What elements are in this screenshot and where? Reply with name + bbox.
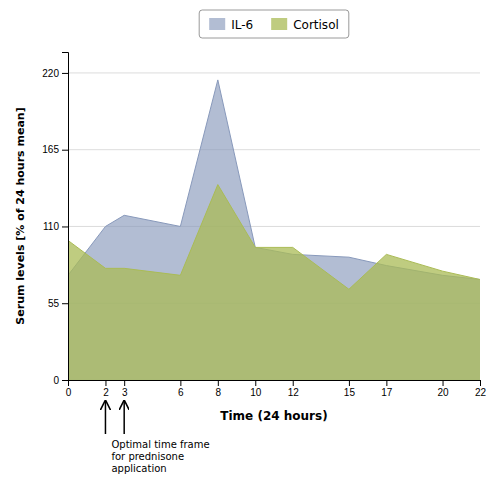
- annotation-text: Optimal time framefor prednisoneapplicat…: [111, 439, 209, 474]
- tick-mark: [293, 380, 294, 386]
- x-axis: 0 2 3 6 8 10 12 15 17 20 22: [66, 380, 487, 398]
- axis-line: [69, 381, 481, 387]
- tick: 6: [178, 380, 184, 398]
- tick-label: 22: [475, 387, 487, 398]
- tick-label: 15: [344, 387, 356, 398]
- tick: 165: [42, 144, 68, 155]
- tick: 22: [475, 380, 487, 398]
- legend-item: Cortisol: [271, 18, 339, 32]
- tick-label: 12: [288, 387, 300, 398]
- tick: 0: [53, 375, 68, 386]
- tick-mark: [443, 380, 444, 386]
- y-axis-title: Serum levels [% of 24 hours mean]: [14, 107, 27, 324]
- axis-line: [62, 53, 69, 381]
- x-axis-title: Time (24 hours): [220, 409, 327, 423]
- legend-swatch: [209, 18, 225, 30]
- legend-label: Cortisol: [293, 18, 339, 32]
- tick-mark: [62, 150, 68, 151]
- marks: [68, 80, 480, 380]
- tick-mark: [218, 380, 219, 386]
- plot: 02368101215172022055110165220Time (24 ho…: [14, 53, 486, 475]
- legend-frame: [199, 10, 349, 38]
- annotation-line: application: [111, 463, 166, 474]
- tick-mark: [480, 380, 481, 386]
- annotation-line: Optimal time frame: [111, 439, 209, 450]
- tick: 220: [42, 68, 68, 79]
- tick-mark: [180, 380, 181, 386]
- tick: 15: [344, 380, 356, 398]
- tick-mark: [105, 380, 106, 386]
- tick: 20: [437, 380, 449, 398]
- tick-mark: [386, 380, 387, 386]
- tick-label: 17: [381, 387, 393, 398]
- legend-swatch: [271, 18, 287, 30]
- grid: [68, 73, 480, 380]
- tick-mark: [62, 380, 68, 381]
- tick: 0: [66, 380, 72, 398]
- tick: 17: [381, 380, 393, 398]
- tick: 110: [43, 221, 68, 232]
- tick-label: 220: [42, 68, 59, 79]
- area: [68, 80, 480, 380]
- grid-line: [68, 72, 480, 73]
- tick-mark: [62, 226, 68, 227]
- annotation-line: for prednisone: [111, 451, 184, 462]
- tick-label: 3: [122, 387, 128, 398]
- arrow: [105, 401, 107, 434]
- tick: 12: [288, 380, 300, 398]
- tick-label: 165: [42, 144, 59, 155]
- tick-mark: [124, 380, 125, 386]
- tick: 3: [122, 380, 128, 398]
- grid-line: [68, 149, 480, 150]
- legend: IL-6 Cortisol: [199, 10, 349, 38]
- tick-label: 0: [66, 387, 72, 398]
- arrow: [123, 401, 125, 434]
- tick-mark: [349, 380, 350, 386]
- area: [68, 185, 480, 380]
- legend-label: IL-6: [231, 18, 253, 32]
- tick: 55: [48, 298, 68, 309]
- tick-label: 10: [250, 387, 262, 398]
- tick-label: 8: [216, 387, 222, 398]
- tick-label: 0: [53, 375, 59, 386]
- chart: 02368101215172022055110165220Time (24 ho…: [0, 0, 500, 488]
- legend-item: IL-6: [209, 18, 253, 32]
- tick-mark: [62, 303, 68, 304]
- y-axis: 0 55 110 165 220: [42, 53, 68, 386]
- tick-label: 20: [437, 387, 449, 398]
- area-line: [68, 185, 480, 290]
- annotation: Optimal time framefor prednisoneapplicat…: [105, 401, 209, 474]
- tick-mark: [255, 380, 256, 386]
- tick-label: 55: [48, 298, 60, 309]
- tick-label: 110: [43, 221, 59, 232]
- tick-label: 2: [103, 387, 109, 398]
- tick: 2: [103, 380, 109, 398]
- tick: 10: [250, 380, 262, 398]
- tick-label: 6: [178, 387, 184, 398]
- tick: 8: [216, 380, 222, 398]
- tick-mark: [62, 73, 68, 74]
